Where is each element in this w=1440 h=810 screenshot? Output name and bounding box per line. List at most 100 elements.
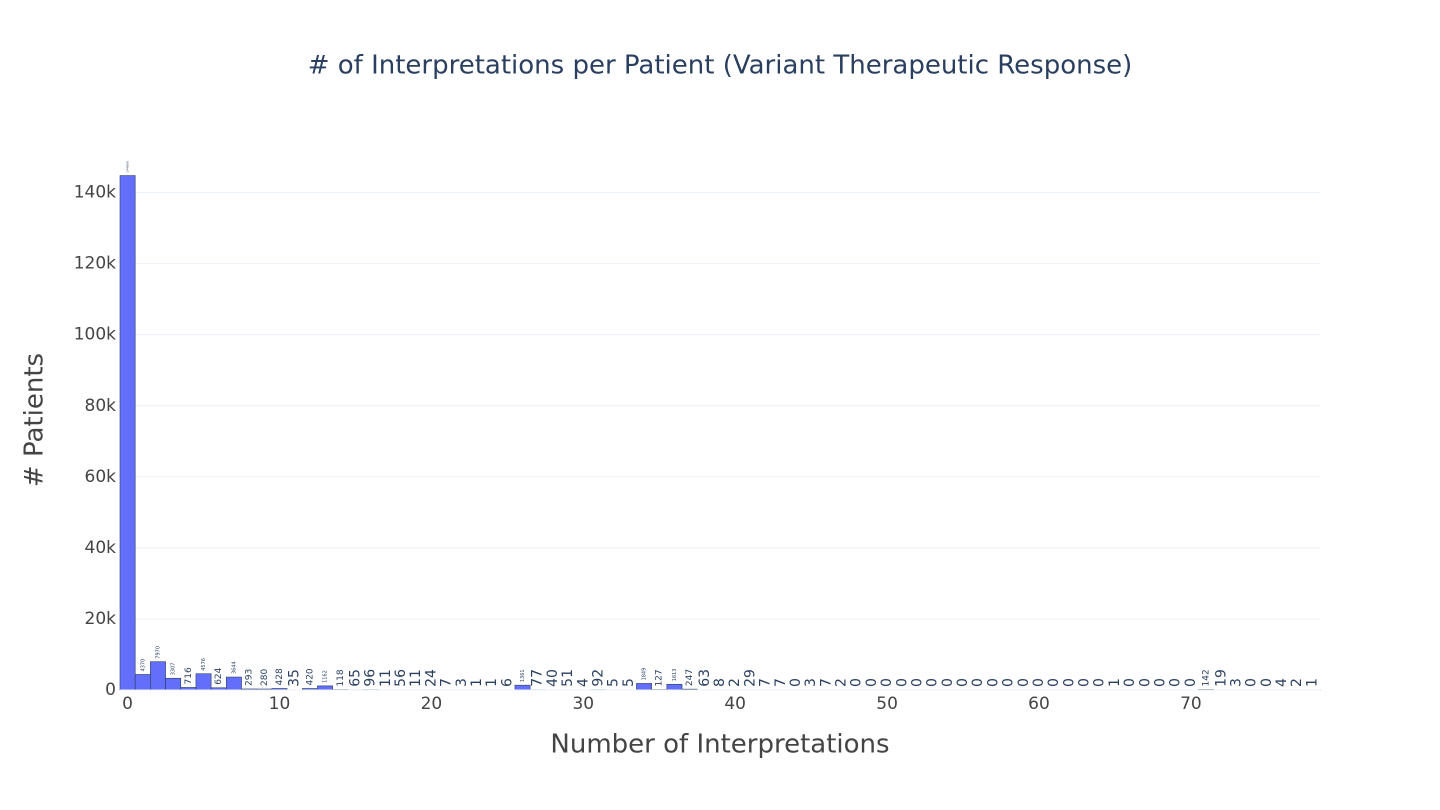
data-label: 0 bbox=[940, 678, 956, 687]
data-label: 96 bbox=[363, 669, 379, 687]
data-label: 0 bbox=[879, 678, 895, 687]
bar bbox=[150, 661, 166, 691]
data-label: 56 bbox=[393, 669, 409, 687]
data-label: 0 bbox=[1137, 678, 1153, 687]
data-label: 40 bbox=[545, 669, 561, 687]
data-label: 1162 bbox=[323, 670, 329, 683]
data-label: 280 bbox=[260, 669, 270, 686]
bar bbox=[134, 674, 151, 691]
data-label: 0 bbox=[970, 678, 986, 687]
data-label: 3 bbox=[803, 678, 819, 687]
y-tick-label: 20k bbox=[85, 609, 117, 629]
data-label: 0 bbox=[1168, 678, 1184, 687]
data-label: 0 bbox=[1001, 678, 1017, 687]
data-label: 0 bbox=[1092, 678, 1108, 687]
data-label: 8 bbox=[712, 678, 728, 687]
data-label: 0 bbox=[788, 678, 804, 687]
data-label: 2 bbox=[1289, 678, 1305, 687]
x-tick-label: 60 bbox=[1028, 694, 1050, 714]
y-tick-label: 60k bbox=[85, 467, 117, 487]
data-label: 1 bbox=[469, 678, 485, 687]
data-label: 4576 bbox=[201, 658, 207, 671]
data-label: 1 bbox=[1107, 678, 1123, 687]
data-label: 29 bbox=[742, 669, 758, 687]
data-label: 0 bbox=[1077, 678, 1093, 687]
chart-title: # of Interpretations per Patient (Varian… bbox=[308, 51, 1133, 81]
data-label: 92 bbox=[590, 669, 606, 687]
data-label: 6 bbox=[499, 678, 515, 687]
data-label: 0 bbox=[909, 678, 925, 687]
data-label: 0 bbox=[864, 678, 880, 687]
data-label: 0 bbox=[1244, 678, 1260, 687]
data-label: 144800 bbox=[126, 161, 130, 173]
data-label: 35 bbox=[287, 669, 303, 687]
data-label: 1 bbox=[1304, 678, 1320, 687]
data-label: 3644 bbox=[231, 661, 237, 674]
data-label: 24 bbox=[423, 669, 439, 687]
data-label: 1849 bbox=[642, 668, 648, 681]
data-label: 624 bbox=[214, 667, 224, 684]
data-label: 7 bbox=[818, 678, 834, 687]
data-label: 0 bbox=[1031, 678, 1047, 687]
data-label: 0 bbox=[1259, 678, 1275, 687]
data-label: 0 bbox=[955, 678, 971, 687]
data-label: 0 bbox=[1046, 678, 1062, 687]
x-tick-label: 50 bbox=[876, 694, 898, 714]
data-label: 19 bbox=[1213, 669, 1229, 687]
data-label: 127 bbox=[655, 669, 665, 686]
data-label: 420 bbox=[305, 668, 315, 685]
data-label: 7970 bbox=[155, 646, 161, 659]
data-label: 1613 bbox=[672, 669, 678, 682]
data-label: 0 bbox=[925, 678, 941, 687]
data-label: 65 bbox=[347, 669, 363, 687]
data-label: 0 bbox=[1016, 678, 1032, 687]
data-label: 716 bbox=[184, 667, 194, 684]
data-label: 4 bbox=[1274, 678, 1290, 687]
x-tick-label: 40 bbox=[724, 694, 746, 714]
data-label: 428 bbox=[275, 668, 285, 685]
data-label: 0 bbox=[1122, 678, 1138, 687]
bar bbox=[514, 684, 531, 691]
y-tick-label: 0 bbox=[105, 680, 116, 700]
data-label: 247 bbox=[685, 669, 695, 686]
data-label: 0 bbox=[1153, 678, 1169, 687]
data-label: 5 bbox=[621, 678, 637, 687]
y-axis-title: # Patients bbox=[20, 353, 50, 487]
data-label: 2 bbox=[727, 678, 743, 687]
data-label: 77 bbox=[530, 669, 546, 687]
data-label: 7 bbox=[773, 678, 789, 687]
y-tick-label: 80k bbox=[85, 396, 117, 416]
data-label: 5 bbox=[606, 678, 622, 687]
y-tick-label: 120k bbox=[74, 254, 116, 274]
data-label: 3 bbox=[454, 678, 470, 687]
data-label: 0 bbox=[1183, 678, 1199, 687]
data-label: 1 bbox=[484, 678, 500, 687]
data-label: 3 bbox=[1228, 678, 1244, 687]
bar bbox=[165, 677, 182, 691]
data-label: 7 bbox=[758, 678, 774, 687]
x-tick-label: 30 bbox=[572, 694, 594, 714]
data-label: 4370 bbox=[140, 659, 146, 672]
x-tick-label: 0 bbox=[122, 694, 133, 714]
bar bbox=[317, 685, 333, 691]
x-tick-label: 70 bbox=[1180, 694, 1202, 714]
data-label: 0 bbox=[1061, 678, 1077, 687]
bar bbox=[636, 683, 652, 691]
x-tick-label: 20 bbox=[421, 694, 443, 714]
data-label: 0 bbox=[985, 678, 1001, 687]
bar bbox=[666, 683, 683, 691]
data-label: 0 bbox=[894, 678, 910, 687]
data-label: 7 bbox=[439, 678, 455, 687]
bar bbox=[195, 673, 212, 691]
x-axis-title: Number of Interpretations bbox=[550, 730, 889, 760]
data-label: 2 bbox=[834, 678, 850, 687]
data-label: 3307 bbox=[171, 663, 177, 676]
data-label: 63 bbox=[697, 669, 713, 687]
y-tick-label: 140k bbox=[74, 183, 116, 203]
data-label: 11 bbox=[408, 669, 424, 687]
data-label: 11 bbox=[378, 669, 394, 687]
x-tick-label: 10 bbox=[269, 694, 291, 714]
bar bbox=[226, 676, 242, 691]
y-tick-label: 100k bbox=[74, 325, 116, 345]
